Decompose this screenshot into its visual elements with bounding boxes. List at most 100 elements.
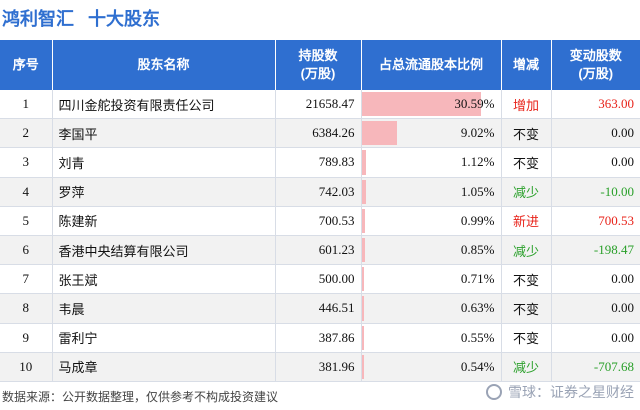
- cell-change: 减少: [501, 177, 552, 207]
- shareholders-table: 序号 股东名称 持股数 (万股) 占总流通股本比例 增减 变动股数 (万股) 1…: [0, 40, 640, 382]
- header-delta: 变动股数 (万股): [551, 40, 640, 90]
- cell-shares: 446.51: [275, 293, 362, 324]
- table-row: 6 香港中央结算有限公司 601.23 0.85% 减少 -198.47: [0, 235, 640, 266]
- cell-rank: 2: [0, 118, 53, 149]
- cell-delta: 363.00: [551, 90, 640, 120]
- table-row: 1 四川金舵投资有限责任公司 21658.47 30.59% 增加 363.00: [0, 90, 640, 120]
- ratio-text: 1.05%: [460, 183, 495, 199]
- cell-ratio: 0.54%: [361, 352, 502, 382]
- cell-delta: 700.53: [551, 206, 640, 236]
- cell-ratio: 30.59%: [361, 90, 502, 120]
- cell-change: 增加: [501, 90, 552, 120]
- cell-delta: -707.68: [551, 352, 640, 382]
- cell-delta: -198.47: [551, 235, 640, 266]
- cell-delta: 0.00: [551, 118, 640, 149]
- cell-shares: 381.96: [275, 352, 362, 382]
- ratio-bar: [361, 179, 366, 204]
- cell-change: 减少: [501, 352, 552, 382]
- table-row: 8 韦晨 446.51 0.63% 不变 0.00: [0, 293, 640, 324]
- table-row: 2 李国平 6384.26 9.02% 不变 0.00: [0, 118, 640, 149]
- cell-rank: 5: [0, 206, 53, 236]
- cell-delta: 0.00: [551, 323, 640, 353]
- table-title: 十大股东: [88, 9, 160, 29]
- cell-change: 不变: [501, 118, 552, 149]
- data-source-note: 数据来源：公开数据整理，仅供参考不构成投资建议: [2, 390, 279, 404]
- cell-holder-name: 罗萍: [52, 177, 276, 207]
- header-delta-line1: 变动股数: [569, 48, 622, 63]
- cell-delta: 0.00: [551, 264, 640, 295]
- ratio-text: 1.12%: [460, 154, 495, 170]
- snowball-icon: [486, 384, 502, 400]
- table-row: 3 刘青 789.83 1.12% 不变 0.00: [0, 147, 640, 178]
- cell-rank: 1: [0, 90, 53, 120]
- ratio-bar: [361, 92, 481, 117]
- cell-rank: 3: [0, 147, 53, 178]
- cell-shares: 601.23: [275, 235, 362, 266]
- ratio-text: 0.71%: [460, 271, 495, 287]
- ratio-text: 0.55%: [460, 329, 495, 345]
- cell-rank: 6: [0, 235, 53, 266]
- cell-delta: 0.00: [551, 293, 640, 324]
- cell-holder-name: 韦晨: [52, 293, 276, 324]
- cell-shares: 21658.47: [275, 90, 362, 120]
- cell-ratio: 0.55%: [361, 323, 502, 353]
- cell-shares: 387.86: [275, 323, 362, 353]
- cell-change: 不变: [501, 264, 552, 295]
- table-header-row: 序号 股东名称 持股数 (万股) 占总流通股本比例 增减 变动股数 (万股): [0, 40, 640, 90]
- ratio-text: 9.02%: [460, 125, 495, 141]
- cell-delta: 0.00: [551, 147, 640, 178]
- cell-rank: 9: [0, 323, 53, 353]
- cell-ratio: 1.05%: [361, 177, 502, 207]
- cell-shares: 789.83: [275, 147, 362, 178]
- brand-watermark: 雪球：证券之星财经: [486, 382, 634, 402]
- cell-ratio: 0.99%: [361, 206, 502, 236]
- ratio-bar: [361, 354, 364, 379]
- cell-ratio: 0.71%: [361, 264, 502, 295]
- cell-holder-name: 雷利宁: [52, 323, 276, 353]
- company-name: 鸿利智汇: [2, 9, 74, 29]
- header-change: 增减: [501, 40, 552, 90]
- header-shares: 持股数 (万股): [275, 40, 362, 90]
- ratio-text: 0.54%: [460, 358, 495, 374]
- table-row: 10 马成章 381.96 0.54% 减少 -707.68: [0, 352, 640, 382]
- cell-shares: 700.53: [275, 206, 362, 236]
- header-delta-line2: (万股): [578, 66, 614, 81]
- cell-rank: 4: [0, 177, 53, 207]
- cell-ratio: 9.02%: [361, 118, 502, 149]
- cell-holder-name: 李国平: [52, 118, 276, 149]
- cell-shares: 742.03: [275, 177, 362, 207]
- ratio-bar: [361, 296, 364, 321]
- cell-shares: 500.00: [275, 264, 362, 295]
- cell-holder-name: 陈建新: [52, 206, 276, 236]
- header-ratio: 占总流通股本比例: [361, 40, 502, 90]
- cell-change: 不变: [501, 293, 552, 324]
- cell-rank: 10: [0, 352, 53, 382]
- cell-delta: -10.00: [551, 177, 640, 207]
- table-row: 7 张王斌 500.00 0.71% 不变 0.00: [0, 264, 640, 295]
- cell-ratio: 0.85%: [361, 235, 502, 266]
- header-rank: 序号: [0, 40, 53, 90]
- cell-holder-name: 刘青: [52, 147, 276, 178]
- header-shares-line2: (万股): [300, 66, 336, 81]
- cell-change: 新进: [501, 206, 552, 236]
- ratio-text: 30.59%: [454, 96, 495, 112]
- brand-text: 雪球：证券之星财经: [508, 384, 634, 400]
- cell-holder-name: 香港中央结算有限公司: [52, 235, 276, 266]
- ratio-text: 0.85%: [460, 242, 495, 258]
- header-shares-line1: 持股数: [298, 48, 338, 63]
- ratio-text: 0.63%: [460, 300, 495, 316]
- ratio-text: 0.99%: [460, 212, 495, 228]
- cell-ratio: 0.63%: [361, 293, 502, 324]
- header-name: 股东名称: [52, 40, 276, 90]
- cell-ratio: 1.12%: [361, 147, 502, 178]
- ratio-bar: [361, 325, 364, 350]
- cell-rank: 8: [0, 293, 53, 324]
- ratio-bar: [361, 208, 366, 233]
- table-row: 9 雷利宁 387.86 0.55% 不变 0.00: [0, 323, 640, 353]
- table-row: 4 罗萍 742.03 1.05% 减少 -10.00: [0, 177, 640, 207]
- cell-change: 减少: [501, 235, 552, 266]
- cell-holder-name: 马成章: [52, 352, 276, 382]
- table-row: 5 陈建新 700.53 0.99% 新进 700.53: [0, 206, 640, 236]
- ratio-bar: [361, 150, 366, 175]
- cell-change: 不变: [501, 323, 552, 353]
